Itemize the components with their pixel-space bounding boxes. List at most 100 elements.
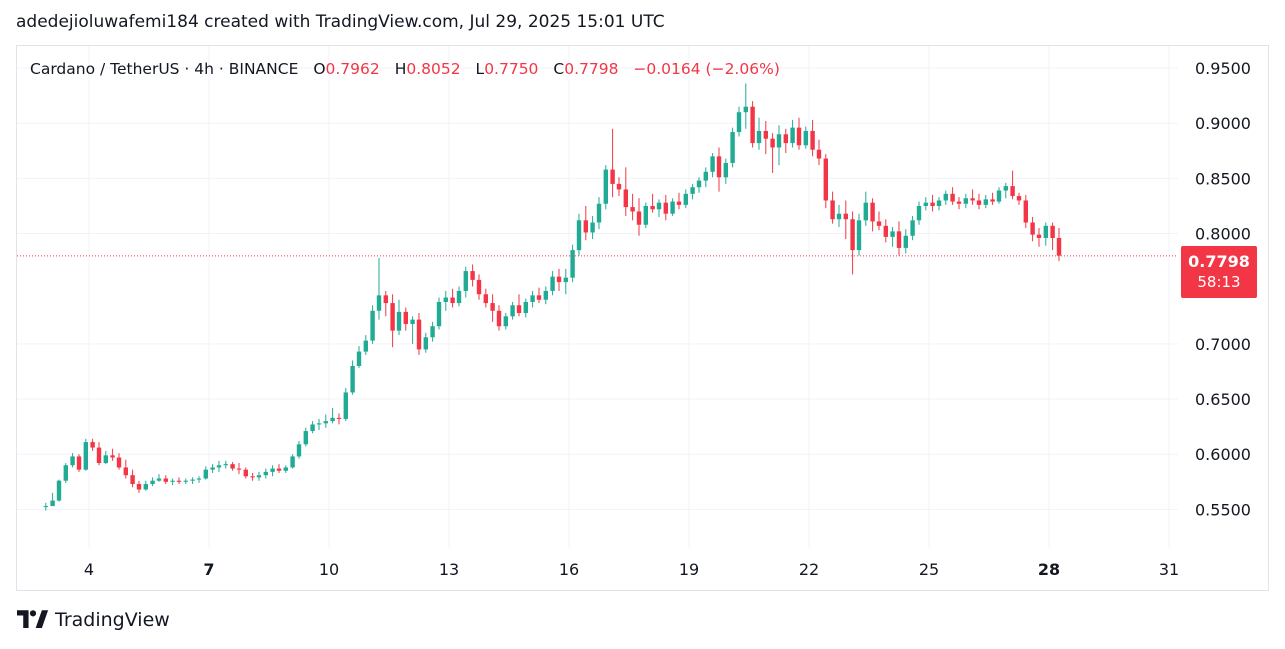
candle-body [150, 480, 155, 485]
candle [1043, 222, 1048, 246]
candle [76, 454, 82, 472]
bar-countdown: 58:13 [1197, 273, 1241, 291]
candle-body [56, 480, 62, 501]
candle [876, 211, 882, 231]
candle-body [1050, 225, 1055, 238]
candle [643, 202, 648, 229]
time-tick-label: 31 [1159, 560, 1179, 579]
candle [943, 190, 948, 205]
candle [463, 266, 468, 298]
candle-body [290, 456, 295, 468]
candle [910, 215, 915, 241]
candle [936, 197, 942, 211]
candle-body [630, 207, 635, 212]
current-price-label: 0.7798 [1188, 252, 1250, 271]
candle [883, 219, 888, 243]
candle-body [416, 319, 422, 350]
candle [963, 193, 968, 209]
candle [143, 480, 148, 491]
candle-body [590, 222, 595, 233]
candle [510, 301, 515, 320]
candle-body [696, 180, 702, 188]
candle-body [816, 149, 822, 159]
candle-body [383, 295, 388, 304]
candle-body [790, 127, 795, 144]
candle-body [303, 431, 308, 445]
candle-body [336, 417, 342, 419]
candle [470, 264, 475, 287]
tradingview-branding[interactable]: TradingView [17, 609, 170, 631]
candle [616, 177, 622, 197]
candle-body [890, 231, 895, 237]
candle-body [96, 447, 102, 464]
candle-body [916, 205, 922, 221]
candle-body [810, 130, 815, 150]
candle [436, 297, 442, 330]
candle [683, 189, 688, 209]
candle [83, 438, 88, 471]
candle [536, 287, 542, 304]
candle [830, 191, 835, 224]
candle-body [410, 319, 415, 325]
candle [623, 167, 628, 216]
candle-body [936, 200, 942, 206]
candle-body [210, 467, 215, 470]
candle [116, 453, 122, 470]
time-tick-label: 19 [679, 560, 699, 579]
candle [490, 294, 495, 322]
candle-body [703, 171, 708, 181]
candle-body [1016, 196, 1022, 201]
candle [103, 450, 108, 465]
candle-body [1056, 237, 1062, 256]
candle [603, 165, 608, 210]
candle [423, 332, 428, 353]
candle-body [650, 205, 655, 210]
candle-body [176, 480, 182, 482]
candle [870, 198, 875, 232]
candle [1010, 170, 1015, 200]
candle-body [270, 468, 275, 472]
candle [990, 192, 995, 205]
candle [356, 346, 362, 369]
candle-body [803, 130, 808, 146]
candle-body [556, 276, 562, 283]
candle [690, 183, 695, 200]
candle-body [403, 311, 408, 325]
candle-body [596, 203, 602, 223]
candle [850, 211, 855, 275]
candle [710, 153, 715, 178]
candle [456, 286, 462, 307]
candle [503, 312, 508, 330]
candle-body [690, 187, 695, 194]
candle-body [670, 201, 675, 214]
chart-attribution: adedejioluwafemi184 created with Trading… [16, 12, 665, 32]
candle [663, 194, 668, 221]
candle-body [783, 134, 788, 144]
candle-body [616, 183, 622, 190]
candle [170, 478, 175, 486]
time-tick-label: 4 [84, 560, 94, 579]
candle-body [116, 457, 122, 468]
candle [216, 460, 222, 472]
candle [896, 221, 902, 256]
candle-body [476, 279, 482, 295]
candle-body [643, 205, 648, 225]
candle [783, 128, 788, 154]
candle [516, 294, 522, 317]
candle-body [656, 202, 662, 210]
candle [150, 477, 155, 487]
candle [130, 469, 135, 488]
candles [43, 83, 1062, 511]
candle-body [203, 469, 208, 479]
candle [790, 119, 795, 148]
candle [1016, 192, 1022, 205]
candle [323, 414, 328, 428]
candle [296, 440, 302, 459]
candle-body [236, 468, 242, 470]
candle [590, 215, 595, 240]
candle [1036, 228, 1042, 247]
candle-body [310, 424, 315, 432]
candle-body [576, 220, 582, 251]
candle [350, 360, 355, 395]
